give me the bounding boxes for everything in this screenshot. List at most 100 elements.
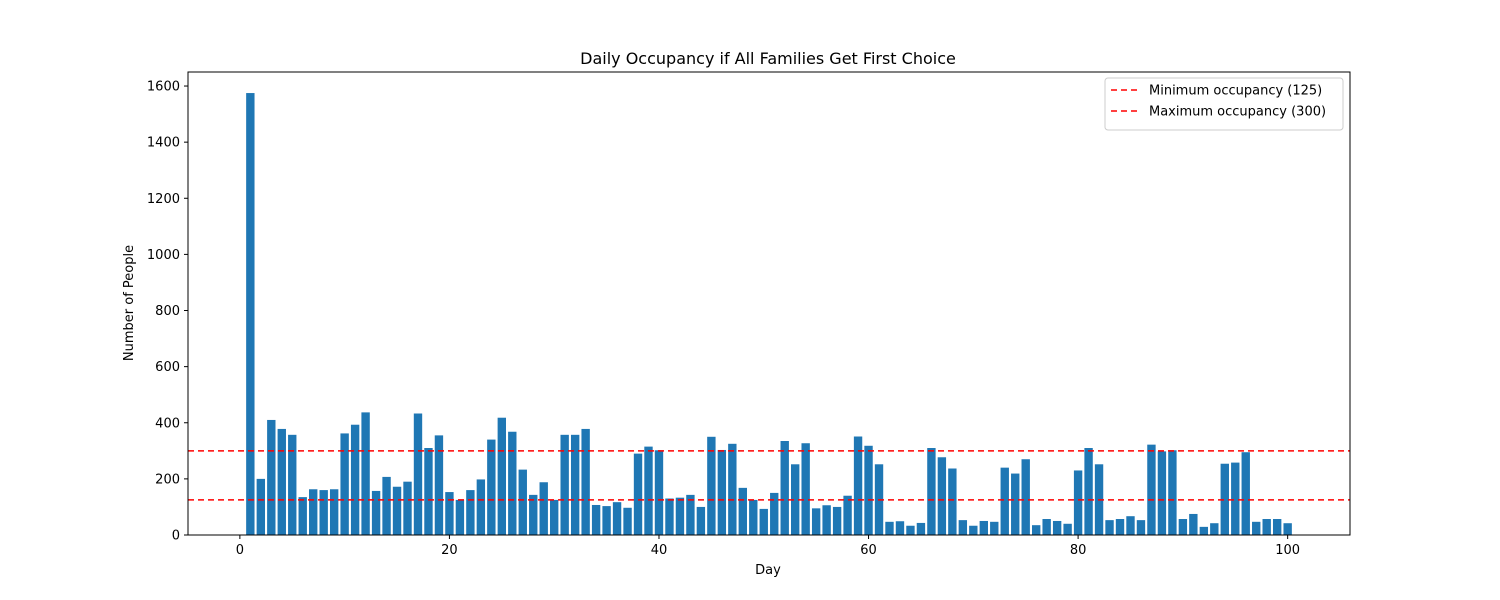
bar-day-73 <box>1000 467 1009 535</box>
bar-day-91 <box>1189 513 1198 535</box>
bar-day-74 <box>1011 473 1020 535</box>
bar-day-94 <box>1220 463 1229 535</box>
bar-day-63 <box>895 521 905 535</box>
bar-day-65 <box>916 522 926 535</box>
bar-day-16 <box>403 481 412 535</box>
bar-day-4 <box>277 428 286 535</box>
bar-day-9 <box>329 489 339 535</box>
bar-day-1 <box>246 93 255 536</box>
bar-day-81 <box>1084 448 1093 535</box>
bar-day-71 <box>979 520 988 535</box>
bar-day-35 <box>602 506 611 535</box>
y-axis-label: Number of People <box>122 245 137 361</box>
bar-day-31 <box>560 434 569 535</box>
bar-day-14 <box>382 476 391 535</box>
bar-day-45 <box>707 436 716 535</box>
bar-day-27 <box>518 469 527 535</box>
bar-day-55 <box>811 508 821 535</box>
bar-day-69 <box>958 520 968 535</box>
bar-day-26 <box>508 431 517 535</box>
x-tick-label: 20 <box>441 543 458 558</box>
bar-day-96 <box>1241 452 1250 535</box>
bar-day-64 <box>906 525 915 535</box>
bar-day-98 <box>1262 519 1271 535</box>
y-tick-label: 1000 <box>147 248 180 263</box>
bar-day-37 <box>623 507 632 535</box>
bar-day-48 <box>738 487 747 535</box>
bar-day-89 <box>1168 450 1177 535</box>
bar-day-34 <box>591 504 601 535</box>
bar-day-29 <box>539 482 548 535</box>
y-tick-label: 1400 <box>147 136 180 151</box>
bar-day-6 <box>298 497 307 535</box>
bar-day-70 <box>969 525 978 535</box>
bar-day-36 <box>612 502 622 535</box>
reference-lines-group <box>188 450 1350 501</box>
legend-label: Maximum occupancy (300) <box>1149 105 1326 120</box>
bar-day-8 <box>319 490 328 535</box>
x-axis-label: Day <box>755 563 781 578</box>
bar-day-51 <box>770 492 779 535</box>
bar-day-44 <box>696 506 706 535</box>
bar-day-78 <box>1052 520 1062 535</box>
bar-day-99 <box>1272 519 1282 535</box>
bar-day-42 <box>675 497 685 535</box>
bar-day-47 <box>728 443 737 535</box>
bar-day-20 <box>445 492 454 535</box>
y-tick-label: 1200 <box>147 192 180 207</box>
bar-day-22 <box>466 490 475 535</box>
bar-day-28 <box>529 494 538 535</box>
legend-box <box>1104 77 1344 131</box>
bar-day-68 <box>948 468 957 535</box>
bar-day-87 <box>1147 444 1156 535</box>
legend: Minimum occupancy (125) Maximum occupancy… <box>1104 77 1344 131</box>
x-tick-label: 100 <box>1275 543 1300 558</box>
bar-day-3 <box>267 419 276 535</box>
bar-day-90 <box>1178 519 1188 535</box>
bar-day-10 <box>340 433 349 535</box>
y-tick-label: 800 <box>155 304 180 319</box>
bar-day-23 <box>476 479 486 535</box>
bar-day-21 <box>455 499 465 535</box>
bar-day-56 <box>822 505 831 535</box>
bar-day-25 <box>497 417 506 535</box>
bar-day-40 <box>654 450 664 535</box>
bar-day-83 <box>1105 520 1114 535</box>
plot-frame <box>187 71 1351 536</box>
bar-day-52 <box>780 441 789 535</box>
bar-day-88 <box>1157 451 1167 535</box>
bar-day-39 <box>644 446 653 535</box>
bar-day-80 <box>1073 470 1083 535</box>
bar-day-75 <box>1021 459 1030 535</box>
bar-day-86 <box>1136 520 1146 535</box>
y-tick-label: 200 <box>155 472 180 487</box>
bar-day-95 <box>1231 462 1240 535</box>
bar-day-62 <box>885 521 894 535</box>
bar-day-66 <box>927 448 936 535</box>
bar-day-72 <box>990 521 999 535</box>
legend-label: Minimum occupancy (125) <box>1149 84 1322 99</box>
bar-day-76 <box>1032 525 1041 535</box>
bar-day-11 <box>350 424 360 535</box>
bar-day-24 <box>487 439 496 535</box>
bar-day-53 <box>791 464 800 535</box>
bar-day-79 <box>1063 523 1072 535</box>
bar-day-92 <box>1199 526 1209 535</box>
bar-day-12 <box>361 412 370 535</box>
bar-day-7 <box>309 489 318 535</box>
bar-day-43 <box>686 494 695 535</box>
bar-day-93 <box>1210 523 1219 535</box>
bar-day-49 <box>749 499 758 535</box>
x-tick-label: 60 <box>860 543 877 558</box>
y-tick-label: 0 <box>172 529 180 544</box>
bar-day-100 <box>1283 523 1292 535</box>
bar-day-54 <box>801 443 810 535</box>
y-tick-label: 400 <box>155 416 180 431</box>
bar-day-77 <box>1042 519 1051 535</box>
x-tick-label: 80 <box>1070 543 1087 558</box>
x-tick-label: 40 <box>651 543 668 558</box>
bar-day-57 <box>832 506 842 535</box>
bar-day-33 <box>581 428 590 535</box>
